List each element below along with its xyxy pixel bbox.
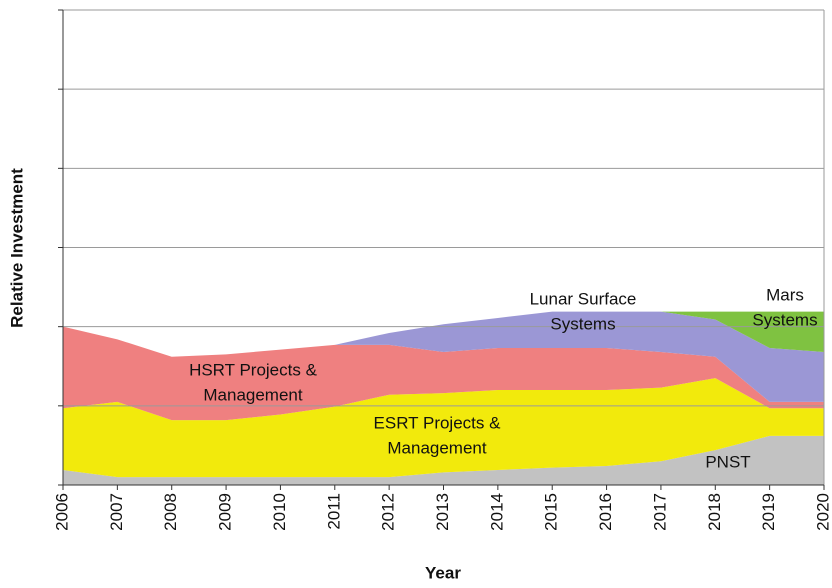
y-axis-title: Relative Investment <box>7 168 26 328</box>
x-tick-label: 2009 <box>216 493 235 531</box>
x-tick-label: 2016 <box>596 493 615 531</box>
annotation: Management <box>203 385 303 404</box>
annotation: ESRT Projects & <box>374 413 502 432</box>
x-tick-label: 2018 <box>705 493 724 531</box>
annotation: Systems <box>550 314 615 333</box>
x-tick-label: 2008 <box>161 493 180 531</box>
x-tick-label: 2013 <box>433 493 452 531</box>
annotation: Systems <box>752 310 817 329</box>
x-tick-label: 2011 <box>324 493 343 530</box>
x-tick-label: 2012 <box>379 493 398 531</box>
area <box>63 311 824 357</box>
x-axis-title: Year <box>425 563 461 582</box>
area <box>63 326 824 421</box>
area <box>63 435 824 485</box>
annotation: PNST <box>705 452 750 471</box>
area <box>63 378 824 478</box>
area <box>63 311 824 402</box>
annotation: Lunar Surface <box>530 289 637 308</box>
x-tick-label: 2014 <box>487 493 506 531</box>
x-tick-label: 2015 <box>542 493 561 531</box>
x-tick-label: 2006 <box>52 493 71 531</box>
x-tick-label: 2019 <box>759 493 778 531</box>
x-tick-label: 2020 <box>813 493 832 531</box>
annotation: HSRT Projects & <box>189 360 318 379</box>
x-tick-label: 2017 <box>650 493 669 531</box>
x-tick-label: 2010 <box>270 493 289 531</box>
annotation: Mars <box>766 285 804 304</box>
x-tick-label: 2007 <box>107 493 126 531</box>
annotation: Management <box>387 438 487 457</box>
